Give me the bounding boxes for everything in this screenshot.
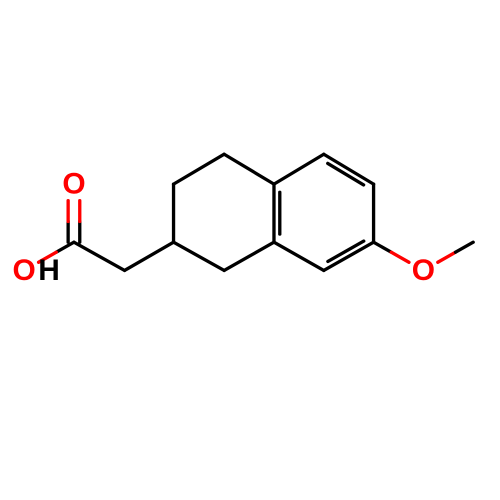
bond (274, 242, 324, 270)
bond (224, 154, 274, 184)
atom-label-O1: O (412, 254, 435, 287)
atom-label-O2-extra: H (38, 254, 60, 287)
bond (174, 154, 225, 184)
bond (224, 242, 274, 270)
bond (56, 242, 74, 252)
molecule-diagram: OOHO (0, 0, 500, 500)
atom-label-O3: O (62, 168, 85, 201)
bond (324, 154, 374, 184)
bond (125, 242, 174, 270)
bond (374, 242, 392, 252)
bond (324, 242, 374, 270)
bond (174, 242, 225, 270)
bond (391, 252, 409, 262)
bond (274, 154, 324, 184)
bond (456, 242, 474, 252)
bond (74, 242, 125, 270)
atom-label-O2: O (13, 254, 36, 287)
bond (438, 252, 456, 262)
